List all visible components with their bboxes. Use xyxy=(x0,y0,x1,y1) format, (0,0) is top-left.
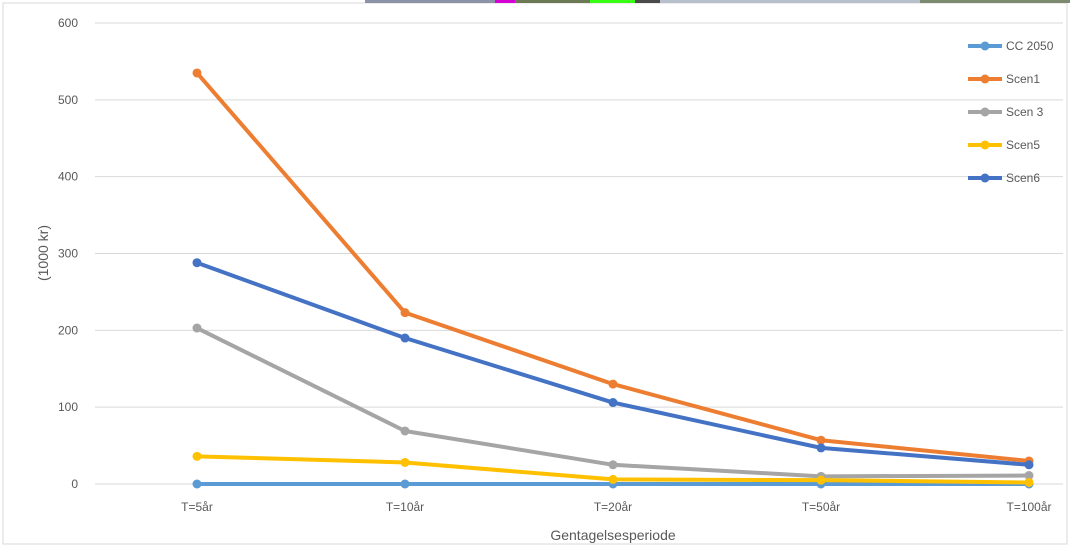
data-point xyxy=(193,258,202,267)
data-point xyxy=(193,324,202,333)
series-lines xyxy=(193,68,1034,488)
data-point xyxy=(193,68,202,77)
x-tick-label: T=10år xyxy=(386,500,424,514)
chart-border xyxy=(3,3,1067,544)
top-strip-segment xyxy=(660,0,920,3)
top-strip-segment xyxy=(635,0,660,3)
gridlines xyxy=(95,23,1063,484)
data-point xyxy=(401,308,410,317)
legend-marker xyxy=(981,75,990,84)
y-axis-title: (1000 kr) xyxy=(35,225,51,281)
y-tick-label: 100 xyxy=(58,400,78,414)
y-tick-label: 300 xyxy=(58,247,78,261)
data-point xyxy=(609,460,618,469)
legend-marker xyxy=(981,174,990,183)
legend-label: Scen 3 xyxy=(1006,105,1044,119)
legend-label: CC 2050 xyxy=(1006,39,1054,53)
x-tick-label: T=5år xyxy=(181,500,213,514)
top-strip-segment xyxy=(515,0,590,3)
x-tick-labels: T=5år T=10år T=20år T=50år T=100år xyxy=(181,500,1051,514)
legend-item: Scen5 xyxy=(968,138,1040,152)
data-point xyxy=(817,436,826,445)
data-point xyxy=(817,476,826,485)
y-tick-labels: 0 100 200 300 400 500 600 xyxy=(58,16,78,491)
data-point xyxy=(1025,460,1034,469)
legend-label: Scen5 xyxy=(1006,138,1040,152)
top-image-strip xyxy=(365,0,1070,3)
legend-marker xyxy=(981,42,990,51)
legend-marker xyxy=(981,141,990,150)
data-point xyxy=(609,475,618,484)
top-strip-segment xyxy=(590,0,635,3)
data-point xyxy=(1025,478,1034,487)
y-tick-label: 400 xyxy=(58,170,78,184)
top-strip-segment xyxy=(920,0,1070,3)
data-point xyxy=(401,426,410,435)
data-point xyxy=(401,334,410,343)
legend-label: Scen1 xyxy=(1006,72,1040,86)
top-strip-segment xyxy=(495,0,515,3)
data-point xyxy=(817,443,826,452)
top-strip-segment xyxy=(365,0,495,3)
data-point xyxy=(193,452,202,461)
data-point xyxy=(609,380,618,389)
y-tick-label: 200 xyxy=(58,323,78,337)
y-tick-label: 500 xyxy=(58,93,78,107)
x-axis-title: Gentagelsesperiode xyxy=(550,527,676,543)
x-tick-label: T=20år xyxy=(594,500,632,514)
data-point xyxy=(401,458,410,467)
x-tick-label: T=50år xyxy=(802,500,840,514)
series-line xyxy=(197,263,1029,465)
x-tick-label: T=100år xyxy=(1006,500,1051,514)
legend-item: Scen 3 xyxy=(968,105,1044,119)
legend-item: CC 2050 xyxy=(968,39,1054,53)
data-point xyxy=(609,398,618,407)
legend-marker xyxy=(981,108,990,117)
data-point xyxy=(401,480,410,489)
legend-item: Scen1 xyxy=(968,72,1040,86)
legend-label: Scen6 xyxy=(1006,171,1040,185)
series-scen6 xyxy=(193,258,1034,469)
legend: CC 2050 Scen1 Scen 3 Scen5 Scen6 xyxy=(968,39,1054,185)
y-tick-label: 600 xyxy=(58,16,78,30)
y-tick-label: 0 xyxy=(71,477,78,491)
data-point xyxy=(193,480,202,489)
legend-item: Scen6 xyxy=(968,171,1040,185)
series-scen5 xyxy=(193,452,1034,487)
